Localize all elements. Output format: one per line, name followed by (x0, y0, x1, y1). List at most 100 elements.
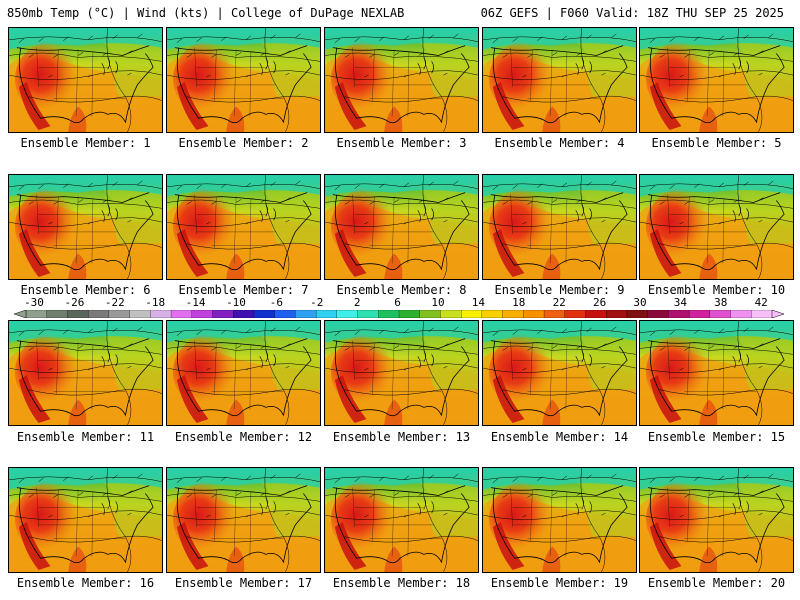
colorbar-tick-label: 34 (673, 296, 688, 309)
ensemble-member-label: Ensemble Member: 16 (16, 576, 155, 590)
ensemble-member-label: Ensemble Member: 6 (20, 283, 151, 297)
colorbar-swatch (378, 310, 400, 318)
ensemble-member-label: Ensemble Member: 5 (651, 136, 782, 150)
ensemble-member-map (324, 174, 479, 280)
colorbar-swatch (336, 310, 359, 318)
colorbar-swatch (668, 310, 690, 318)
ensemble-member-map (166, 174, 321, 280)
ensemble-member-map (166, 320, 321, 426)
ensemble-member-map (166, 467, 321, 573)
colorbar-swatch (88, 310, 110, 318)
ensemble-member-map (639, 467, 794, 573)
colorbar-swatch (191, 310, 214, 318)
colorbar-swatch (647, 310, 669, 318)
colorbar-tick-label: 2 (353, 296, 361, 309)
colorbar-swatch (357, 310, 379, 318)
ensemble-member-label: Ensemble Member: 12 (174, 430, 313, 444)
colorbar-swatch (212, 310, 234, 318)
colorbar-swatch (233, 310, 255, 318)
ensemble-member-label: Ensemble Member: 2 (178, 136, 309, 150)
colorbar-tick-label: -18 (145, 296, 166, 309)
colorbar-swatch (709, 310, 732, 318)
colorbar-swatch (543, 310, 566, 318)
colorbar-tick-label: 38 (714, 296, 728, 309)
ensemble-member-label: Ensemble Member: 20 (647, 576, 786, 590)
colorbar-swatch (606, 310, 628, 318)
ensemble-member-map (482, 174, 637, 280)
colorbar-tick-label: -6 (269, 296, 284, 309)
colorbar-swatch (295, 310, 317, 318)
colorbar-tick-label: -14 (185, 296, 206, 309)
colorbar-swatch (315, 310, 338, 318)
colorbar-tick-label: -30 (24, 296, 44, 309)
colorbar-swatch (751, 310, 773, 318)
ensemble-member-map (8, 320, 163, 426)
ensemble-member-label: Ensemble Member: 17 (174, 576, 313, 590)
colorbar-left-arrow (14, 310, 27, 318)
colorbar-swatch (170, 310, 193, 318)
colorbar-tick-label: 14 (471, 296, 486, 309)
colorbar-swatch (25, 310, 48, 318)
colorbar-tick-label: 26 (592, 296, 607, 309)
colorbar-swatch (688, 310, 711, 318)
ensemble-member-label: Ensemble Member: 8 (336, 283, 467, 297)
colorbar-swatch (274, 310, 296, 318)
ensemble-member-label: Ensemble Member: 11 (16, 430, 155, 444)
ensemble-member-label: Ensemble Member: 7 (178, 283, 309, 297)
colorbar-swatch (626, 310, 649, 318)
ensemble-member-map (639, 27, 794, 133)
ensemble-member-label: Ensemble Member: 3 (336, 136, 467, 150)
colorbar-swatch (67, 310, 89, 318)
ensemble-member-label: Ensemble Member: 13 (332, 430, 471, 444)
colorbar-swatch (253, 310, 276, 318)
colorbar-swatch (461, 310, 483, 318)
colorbar-swatch (150, 310, 172, 318)
ensemble-member-map (482, 320, 637, 426)
ensemble-member-label: Ensemble Member: 1 (20, 136, 151, 150)
colorbar-tick-label: 6 (394, 296, 401, 309)
ensemble-member-map (8, 467, 163, 573)
colorbar-swatch (46, 310, 68, 318)
colorbar-swatch (730, 310, 752, 318)
colorbar-swatch (440, 310, 462, 318)
colorbar-tick-label: -2 (310, 296, 324, 309)
map-title: 850mb Temp (°C) | Wind (kts) | College o… (7, 6, 405, 20)
ensemble-member-label: Ensemble Member: 15 (647, 430, 786, 444)
colorbar-swatch (129, 310, 151, 318)
ensemble-member-map (482, 467, 637, 573)
ensemble-member-map (482, 27, 637, 133)
ensemble-member-label: Ensemble Member: 10 (647, 283, 786, 297)
colorbar-tick-label: 42 (754, 296, 768, 309)
ensemble-member-map (324, 467, 479, 573)
colorbar-right-arrow (771, 310, 784, 318)
colorbar-swatch (481, 310, 504, 318)
colorbar-swatch (564, 310, 587, 318)
ensemble-member-label: Ensemble Member: 14 (490, 430, 629, 444)
colorbar-tick-label: 30 (633, 296, 647, 309)
colorbar-swatch (108, 310, 131, 318)
colorbar-tick-label: 18 (512, 296, 526, 309)
ensemble-member-label: Ensemble Member: 9 (494, 283, 625, 297)
ensemble-member-map (324, 320, 479, 426)
valid-time: 06Z GEFS | F060 Valid: 18Z THU SEP 25 20… (480, 6, 784, 20)
colorbar-tick-label: 22 (552, 296, 566, 309)
colorbar-swatch (585, 310, 607, 318)
colorbar-swatch (419, 310, 441, 318)
ensemble-member-label: Ensemble Member: 19 (490, 576, 629, 590)
ensemble-member-map (324, 27, 479, 133)
ensemble-member-map (166, 27, 321, 133)
temperature-colorbar (14, 310, 784, 318)
colorbar-tick-label: 10 (431, 296, 445, 309)
ensemble-member-map (639, 320, 794, 426)
colorbar-swatch (523, 310, 545, 318)
colorbar-tick-label: -10 (226, 296, 246, 309)
ensemble-member-map (8, 27, 163, 133)
colorbar-tick-label: -26 (64, 296, 85, 309)
ensemble-member-map (8, 174, 163, 280)
colorbar-swatch (398, 310, 421, 318)
colorbar-tick-label: -22 (104, 296, 125, 309)
ensemble-member-label: Ensemble Member: 4 (494, 136, 625, 150)
ensemble-member-label: Ensemble Member: 18 (332, 576, 471, 590)
ensemble-member-map (639, 174, 794, 280)
colorbar-swatch (502, 310, 524, 318)
